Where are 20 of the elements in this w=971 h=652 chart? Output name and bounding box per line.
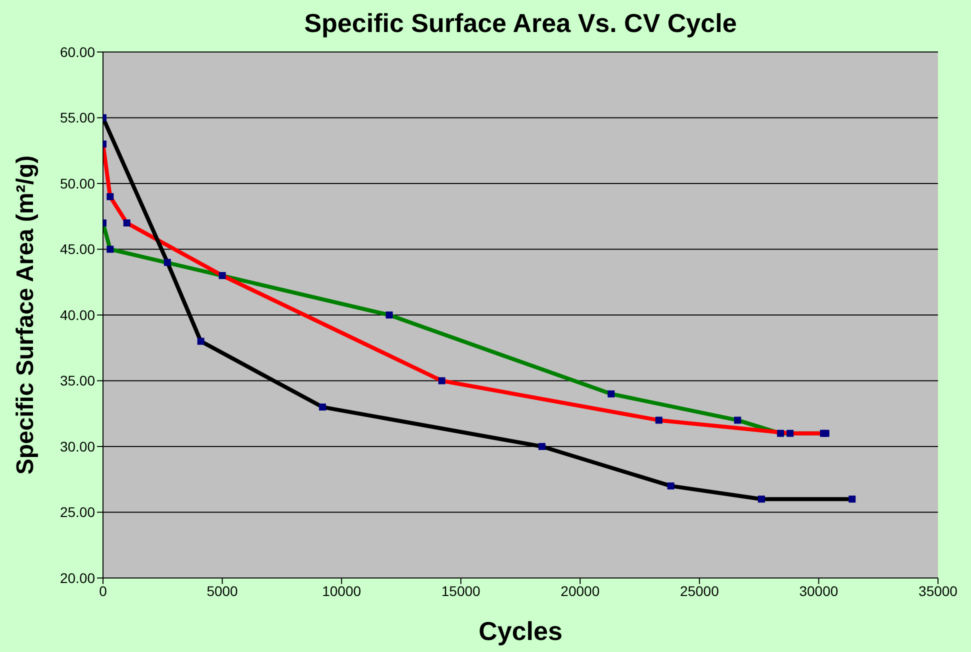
y-tick-label: 30.00 — [60, 438, 96, 454]
x-tick-label: 25000 — [680, 582, 720, 599]
x-tick-label: 0 — [99, 582, 108, 599]
y-tick-label: 20.00 — [60, 570, 96, 586]
y-tick-label: 60.00 — [60, 44, 96, 60]
x-tick-label: 5000 — [206, 582, 238, 599]
chart-title: Specific Surface Area Vs. CV Cycle — [303, 8, 738, 39]
y-tick-label: 35.00 — [60, 372, 96, 389]
x-tick-label: 35000 — [918, 582, 958, 599]
x-tick-label: 15000 — [441, 582, 481, 599]
y-tick-label: 25.00 — [60, 504, 96, 520]
y-tick-label: 40.00 — [60, 306, 96, 323]
y-axis-title: Specific Surface Area (m²/g) — [12, 155, 40, 475]
y-tick-label: 55.00 — [60, 110, 96, 126]
y-tick-label: 45.00 — [60, 241, 96, 258]
x-tick-label: 20000 — [560, 582, 600, 599]
x-axis-title: Cycles — [478, 616, 564, 647]
x-tick-label: 30000 — [799, 582, 838, 599]
y-tick-label: 50.00 — [60, 175, 96, 192]
x-tick-label: 10000 — [322, 582, 362, 599]
